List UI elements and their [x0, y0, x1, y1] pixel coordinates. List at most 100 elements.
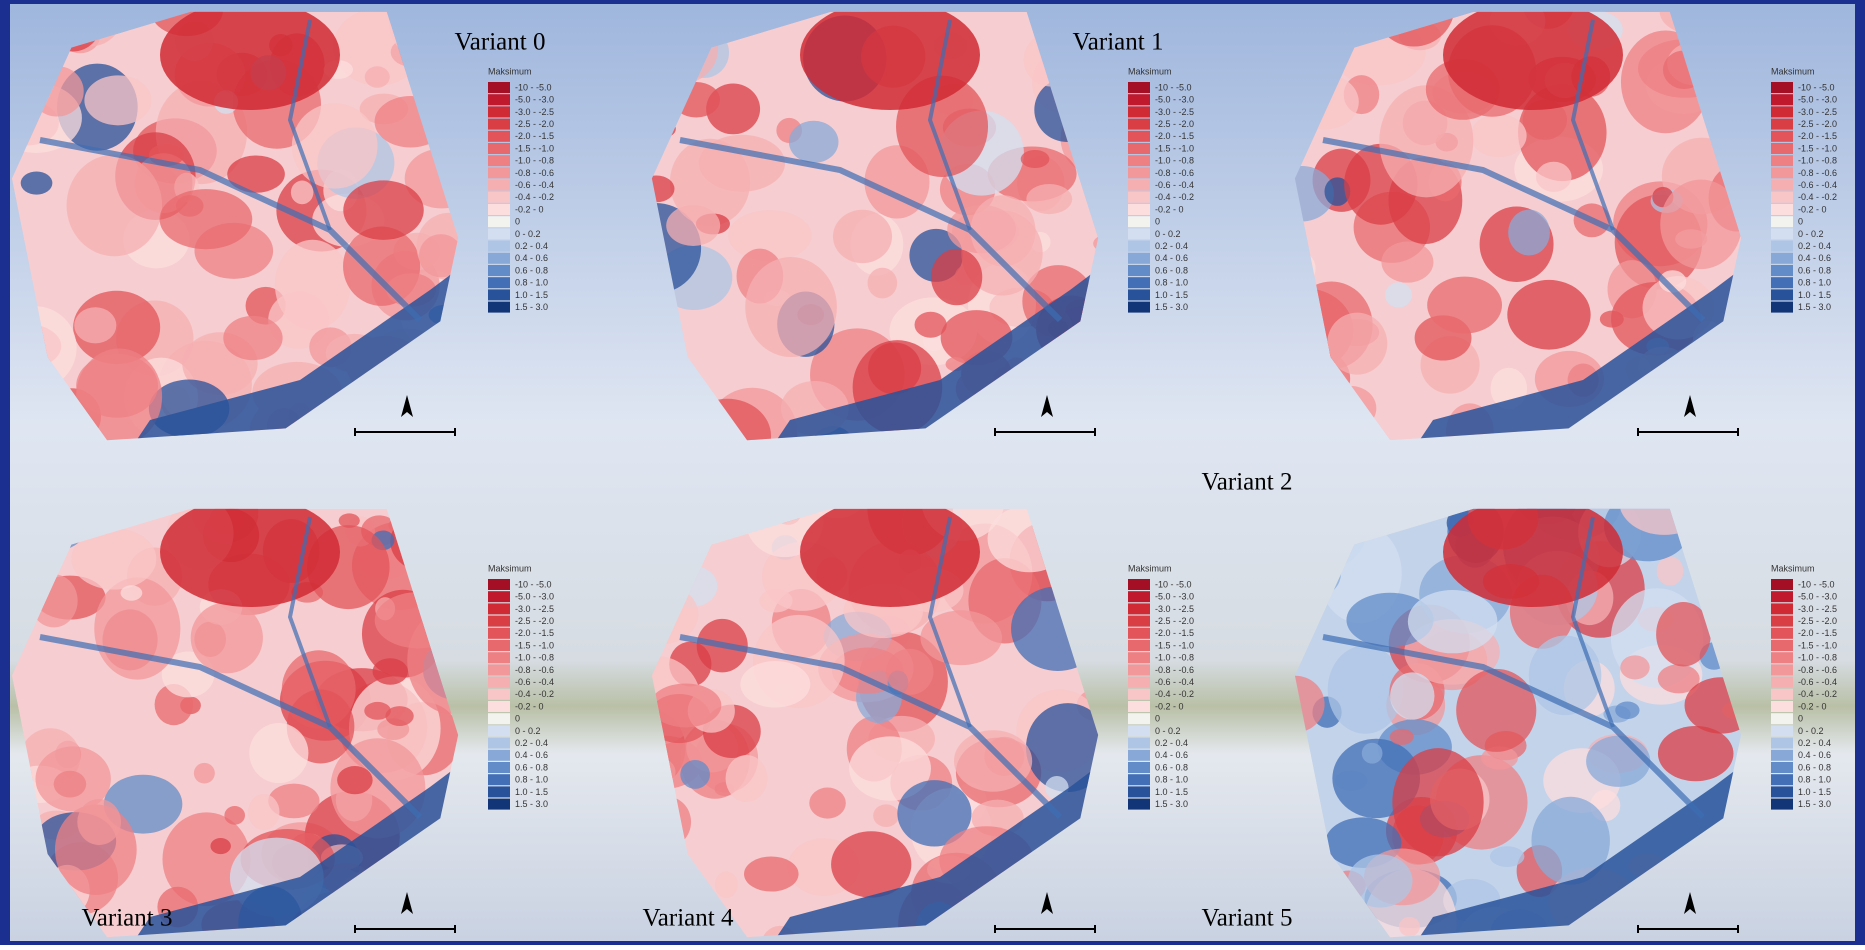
- legend-swatch: [488, 774, 510, 785]
- map-zone: [160, 189, 253, 249]
- legend-swatch: [488, 180, 510, 191]
- north-zone: [800, 497, 980, 607]
- map-zone: [809, 788, 846, 819]
- legend-label: 0.2 - 0.4: [515, 738, 548, 748]
- legend-label: 1.0 - 1.5: [515, 290, 548, 300]
- legend-label: -1.5 - -1.0: [515, 640, 554, 650]
- legend-swatch: [1128, 289, 1150, 300]
- legend-label: -1.0 - -0.8: [1155, 653, 1194, 663]
- legend-swatch: [1771, 167, 1793, 178]
- legend-swatch: [488, 119, 510, 130]
- legend-label: 1.5 - 3.0: [1155, 799, 1188, 809]
- legend-swatch: [1128, 628, 1150, 639]
- legend-label: -2.0 - -1.5: [515, 628, 554, 638]
- legend-swatch: [1128, 591, 1150, 602]
- map-zone: [373, 658, 408, 684]
- legend-label: -0.2 - 0: [515, 204, 544, 214]
- legend-label: 0.8 - 1.0: [1798, 775, 1831, 785]
- north-zone: [1443, 0, 1623, 110]
- legend-swatch: [1128, 786, 1150, 797]
- legend-swatch: [1128, 713, 1150, 724]
- legend-swatch: [1128, 762, 1150, 773]
- legend-label: -0.8 - -0.6: [1798, 168, 1837, 178]
- legend-swatch: [488, 143, 510, 154]
- legend-label: -0.4 - -0.2: [515, 689, 554, 699]
- map-zone: [249, 723, 308, 783]
- legend-label: -3.0 - -2.5: [1798, 604, 1837, 614]
- legend-swatch: [1128, 131, 1150, 142]
- legend-swatch: [1771, 228, 1793, 239]
- legend-swatch: [1771, 289, 1793, 300]
- legend-swatch: [1771, 131, 1793, 142]
- legend-label: 0: [1798, 217, 1803, 227]
- map-zone: [745, 257, 837, 357]
- legend-label: 0.6 - 0.8: [1798, 265, 1831, 275]
- legend-label: 0: [1155, 217, 1160, 227]
- legend-label: -1.0 - -0.8: [1798, 653, 1837, 663]
- legend-swatch: [1128, 701, 1150, 712]
- legend-swatch: [1771, 265, 1793, 276]
- legend-swatch: [1128, 750, 1150, 761]
- legend-swatch: [1128, 192, 1150, 203]
- legend-label: 0.6 - 0.8: [1155, 762, 1188, 772]
- legend-label: -0.4 - -0.2: [1798, 192, 1837, 202]
- map-zone: [740, 661, 810, 708]
- legend-label: 0.4 - 0.6: [515, 253, 548, 263]
- legend-label: 0: [1798, 714, 1803, 724]
- legend-swatch: [488, 228, 510, 239]
- legend-label: 0.4 - 0.6: [1155, 750, 1188, 760]
- legend-label: -0.8 - -0.6: [1155, 665, 1194, 675]
- legend-label: 0.8 - 1.0: [515, 278, 548, 288]
- legend-label: -0.2 - 0: [1155, 701, 1184, 711]
- map-zone: [1507, 280, 1590, 350]
- legend-label: 1.0 - 1.5: [515, 787, 548, 797]
- north-zone: [160, 0, 340, 110]
- legend-swatch: [488, 762, 510, 773]
- map-zone: [1615, 701, 1639, 719]
- legend-label: -10 - -5.0: [1798, 82, 1835, 92]
- map-zone: [954, 730, 1032, 792]
- legend-swatch: [488, 241, 510, 252]
- north-zone: [800, 0, 980, 110]
- legend-swatch: [1771, 762, 1793, 773]
- legend-label: -2.5 - -2.0: [1798, 119, 1837, 129]
- legend-label: -3.0 - -2.5: [515, 604, 554, 614]
- map-zone: [666, 205, 720, 246]
- legend-label: -2.0 - -1.5: [515, 131, 554, 141]
- legend-label: -2.5 - -2.0: [1155, 616, 1194, 626]
- map-zone: [210, 838, 230, 854]
- legend-label: 0 - 0.2: [1155, 726, 1181, 736]
- legend-swatch: [1128, 664, 1150, 675]
- legend-label: -0.4 - -0.2: [1155, 689, 1194, 699]
- legend-swatch: [488, 725, 510, 736]
- legend-swatch: [488, 204, 510, 215]
- legend-label: -5.0 - -3.0: [1155, 95, 1194, 105]
- map-zone: [1408, 590, 1498, 653]
- map-zone: [191, 602, 263, 673]
- north-zone: [1443, 497, 1623, 607]
- legend-label: 0 - 0.2: [1155, 229, 1181, 239]
- legend-title: Maksimum: [1128, 66, 1172, 76]
- legend-label: -3.0 - -2.5: [515, 107, 554, 117]
- legend-label: -3.0 - -2.5: [1798, 107, 1837, 117]
- legend-swatch: [1128, 204, 1150, 215]
- legend-label: -1.5 - -1.0: [1798, 640, 1837, 650]
- legend-swatch: [1128, 143, 1150, 154]
- legend-swatch: [1128, 640, 1150, 651]
- slide: Maksimum -10 - -5.0 -5.0 - -3.0 -3.0 - -2.5…: [0, 0, 1865, 945]
- legend-swatch: [1128, 253, 1150, 264]
- map-zone: [789, 121, 839, 163]
- legend-swatch: [1771, 253, 1793, 264]
- legend-swatch: [1128, 265, 1150, 276]
- legend-label: -2.0 - -1.5: [1155, 628, 1194, 638]
- legend-swatch: [1771, 143, 1793, 154]
- legend-swatch: [488, 603, 510, 614]
- map-zone: [343, 180, 423, 239]
- legend-label: -0.4 - -0.2: [1798, 689, 1837, 699]
- legend-swatch: [488, 640, 510, 651]
- legend-label: 0.4 - 0.6: [1155, 253, 1188, 263]
- legend-swatch: [488, 713, 510, 724]
- legend-swatch: [1771, 180, 1793, 191]
- legend-swatch: [1771, 677, 1793, 688]
- legend-label: -1.5 - -1.0: [1155, 640, 1194, 650]
